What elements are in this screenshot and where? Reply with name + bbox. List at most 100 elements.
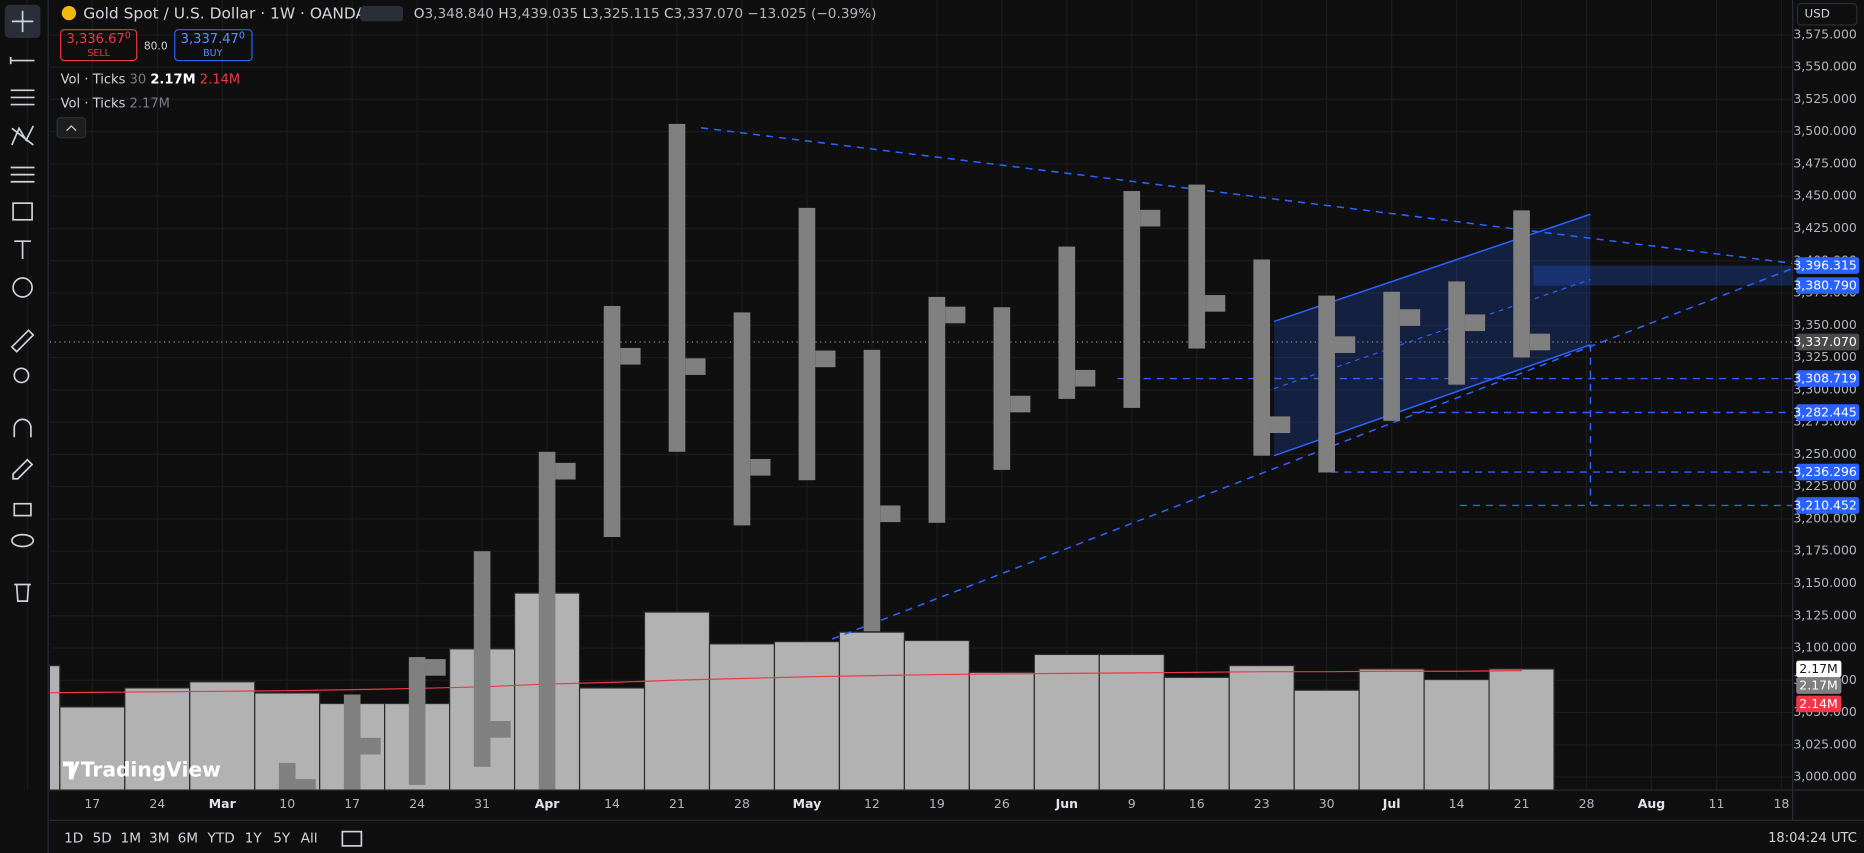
close-tick [1464, 314, 1486, 332]
status-badges[interactable] [360, 5, 403, 22]
x-tick-label: 30 [1319, 796, 1335, 811]
volume-bar [1293, 689, 1360, 791]
buy-button[interactable] [174, 29, 253, 62]
y-tick-label: 3,575.000 [1793, 26, 1857, 41]
clock: 18:04:24 UTC [1768, 831, 1857, 846]
timeframe-button[interactable]: 1D [64, 831, 83, 847]
tool-visibility[interactable] [11, 533, 35, 548]
icon [66, 125, 77, 132]
y-tick-label: 3,325.000 [1793, 349, 1857, 364]
x-tick-label: 10 [279, 796, 295, 811]
y-tick-label: 3,525.000 [1793, 91, 1857, 106]
buy-price: 3,337.47 [181, 32, 239, 47]
close-tick [1075, 369, 1096, 387]
close-tick [490, 721, 511, 738]
x-tick-label: 24 [409, 796, 425, 811]
tool-forecast[interactable] [10, 166, 35, 183]
x-tick-label: Mar [209, 796, 237, 811]
volume-bar [1358, 668, 1425, 791]
timeframe-button[interactable]: 5D [93, 831, 112, 847]
price-tag-label: 3,308.719 [1793, 371, 1857, 386]
close-tick [815, 350, 836, 368]
volume-bar [903, 639, 970, 791]
drawings-layer [49, 127, 1793, 640]
price-layer [278, 123, 1551, 791]
y-tick-label: 3,550.000 [1793, 59, 1857, 74]
tool-ruler[interactable] [10, 329, 35, 353]
volume-tag [1796, 677, 1842, 694]
ohlc-change: −13.025 (−0.39%) [747, 6, 876, 22]
collapse-button[interactable] [56, 117, 87, 139]
trend-line [831, 267, 1793, 640]
timeframe-button[interactable]: 3M [149, 831, 169, 847]
indicator-value: 2.17M [130, 96, 170, 111]
tool-draw-mode[interactable] [12, 458, 34, 480]
price-tag-label: 3,380.790 [1793, 278, 1857, 293]
channel-mid [1273, 278, 1591, 390]
x-tick-label: 18 [1773, 796, 1789, 811]
price-bar [1448, 281, 1465, 385]
tool-zoom[interactable] [13, 367, 30, 384]
close-tick [295, 779, 316, 791]
y-tick-label: 3,125.000 [1793, 607, 1857, 622]
tool-lock[interactable] [13, 502, 32, 517]
price-tag [1796, 333, 1860, 351]
x-tick-label: Apr [535, 796, 561, 811]
price-bar [928, 296, 946, 523]
sell-price: 3,336.67 [67, 32, 125, 47]
volume-bar [773, 641, 841, 791]
timeframe-button[interactable]: 1Y [245, 831, 263, 847]
y-tick-label: 3,150.000 [1793, 575, 1857, 590]
close-tick [1205, 295, 1226, 312]
volume-bar [708, 643, 776, 791]
price-bar [798, 207, 816, 481]
timeframe-button[interactable]: All [301, 831, 318, 847]
currency-select[interactable] [1796, 2, 1858, 26]
close-tick [425, 659, 446, 676]
price-tag [1796, 370, 1860, 387]
tool-shapes[interactable] [12, 202, 33, 221]
x-tick-label: 23 [1254, 796, 1270, 811]
price-tag [1796, 463, 1860, 481]
timeframe-button[interactable]: 5Y [273, 831, 291, 847]
volume-bar [1098, 653, 1165, 791]
tool-line[interactable] [9, 57, 35, 65]
x-tick-label: Jun [1055, 796, 1078, 811]
y-tick-label: 3,000.000 [1793, 769, 1857, 784]
price-bar [1253, 259, 1271, 456]
indicator-legend: Vol · Ticks 30 2.17M 2.14M [61, 72, 241, 87]
timeframe-button[interactable]: 6M [178, 831, 198, 847]
y-tick-label: 3,250.000 [1793, 446, 1857, 461]
x-tick-label: 9 [1128, 796, 1136, 811]
price-bar [538, 451, 556, 791]
date-range-button[interactable] [341, 830, 363, 847]
x-tick-label: 17 [344, 796, 360, 811]
tool-magnet[interactable] [13, 418, 32, 438]
x-tick-label: 28 [734, 796, 750, 811]
tool-pattern[interactable] [11, 125, 35, 146]
volume-ma [49, 670, 1522, 694]
tool-fib[interactable] [10, 89, 35, 106]
close-tick [750, 458, 771, 476]
tool-text[interactable] [14, 240, 31, 259]
buy-sup: 0 [239, 30, 245, 41]
y-tick-label: 3,500.000 [1793, 123, 1857, 138]
price-bar [343, 694, 361, 791]
indicator-value: 2.14M [200, 72, 240, 87]
buy-price: 3,337.470 [181, 30, 245, 47]
y-tick-label: 3,350.000 [1793, 317, 1857, 332]
price-bar [1123, 191, 1141, 408]
x-tick-label: 24 [149, 796, 165, 811]
price-tag-label: 3,337.070 [1793, 334, 1857, 349]
tool-emoji[interactable] [12, 277, 33, 298]
tool-delete[interactable] [14, 583, 31, 602]
ohlc-key: H [498, 6, 508, 22]
timeframe-button[interactable]: YTD [207, 831, 235, 847]
price-bar [408, 657, 426, 785]
x-tick-label: May [793, 796, 822, 811]
x-tick-label: 11 [1709, 796, 1725, 811]
sell-button[interactable] [60, 29, 138, 62]
price-bar [1058, 246, 1076, 399]
timeframe-button[interactable]: 1M [121, 831, 141, 847]
